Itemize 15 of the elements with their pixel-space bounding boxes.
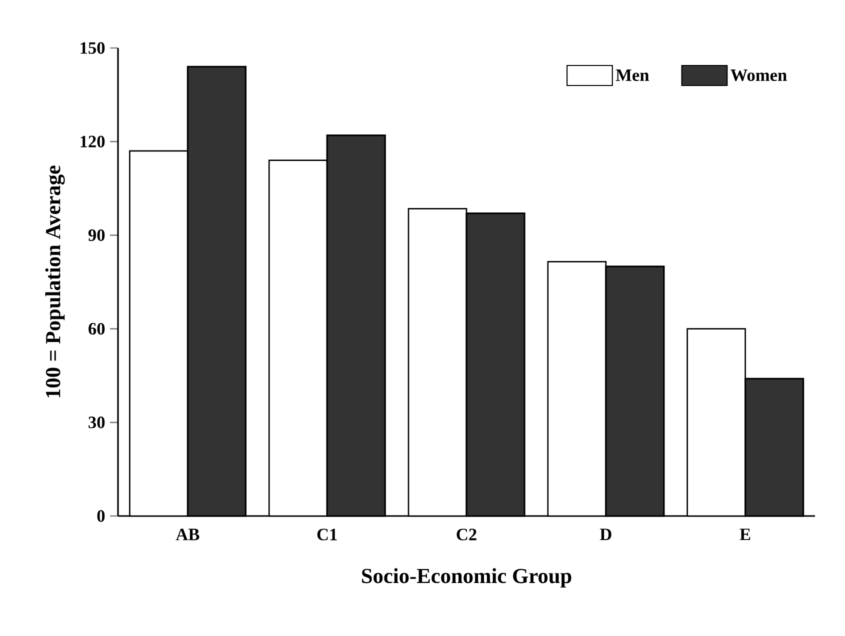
x-tick-label: D — [600, 528, 612, 540]
y-tick-label: 30 — [88, 416, 105, 428]
x-tick-label: C2 — [456, 528, 476, 540]
x-tick-label: E — [740, 528, 750, 540]
y-tick-label: 90 — [88, 229, 105, 242]
x-tick-label: C1 — [317, 528, 337, 540]
y-tick-label: 150 — [80, 42, 105, 54]
x-tick-label: AB — [176, 528, 200, 540]
y-tick-label: 60 — [88, 322, 105, 335]
legend-label: Women — [730, 69, 787, 82]
y-axis-title: 100 = Population Average — [45, 166, 65, 398]
y-tick-label: 0 — [97, 510, 105, 522]
y-tick-label: 120 — [80, 136, 105, 148]
legend-label: Men — [616, 69, 650, 82]
x-axis-title: Socio-Economic Group — [362, 568, 572, 588]
